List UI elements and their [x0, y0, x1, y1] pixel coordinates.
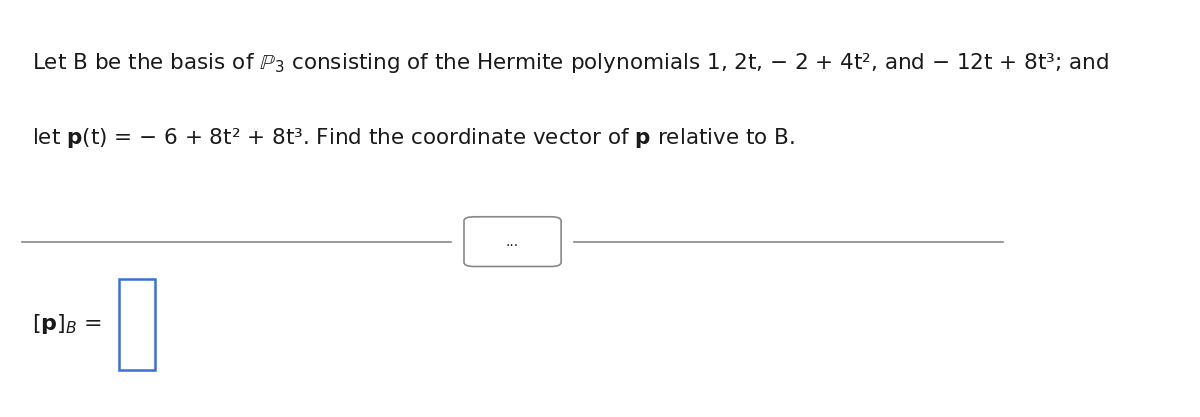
- Text: ...: ...: [506, 235, 520, 249]
- FancyBboxPatch shape: [119, 279, 155, 370]
- Text: let $\mathbf{p}$(t) = − 6 + 8t² + 8t³. Find the coordinate vector of $\mathbf{p}: let $\mathbf{p}$(t) = − 6 + 8t² + 8t³. F…: [32, 126, 796, 150]
- Text: Let B be the basis of $\mathbb{P}_3$ consisting of the Hermite polynomials 1, 2t: Let B be the basis of $\mathbb{P}_3$ con…: [32, 51, 1109, 75]
- FancyBboxPatch shape: [464, 217, 562, 266]
- Text: $[\mathbf{p}]_B$ =: $[\mathbf{p}]_B$ =: [32, 312, 102, 337]
